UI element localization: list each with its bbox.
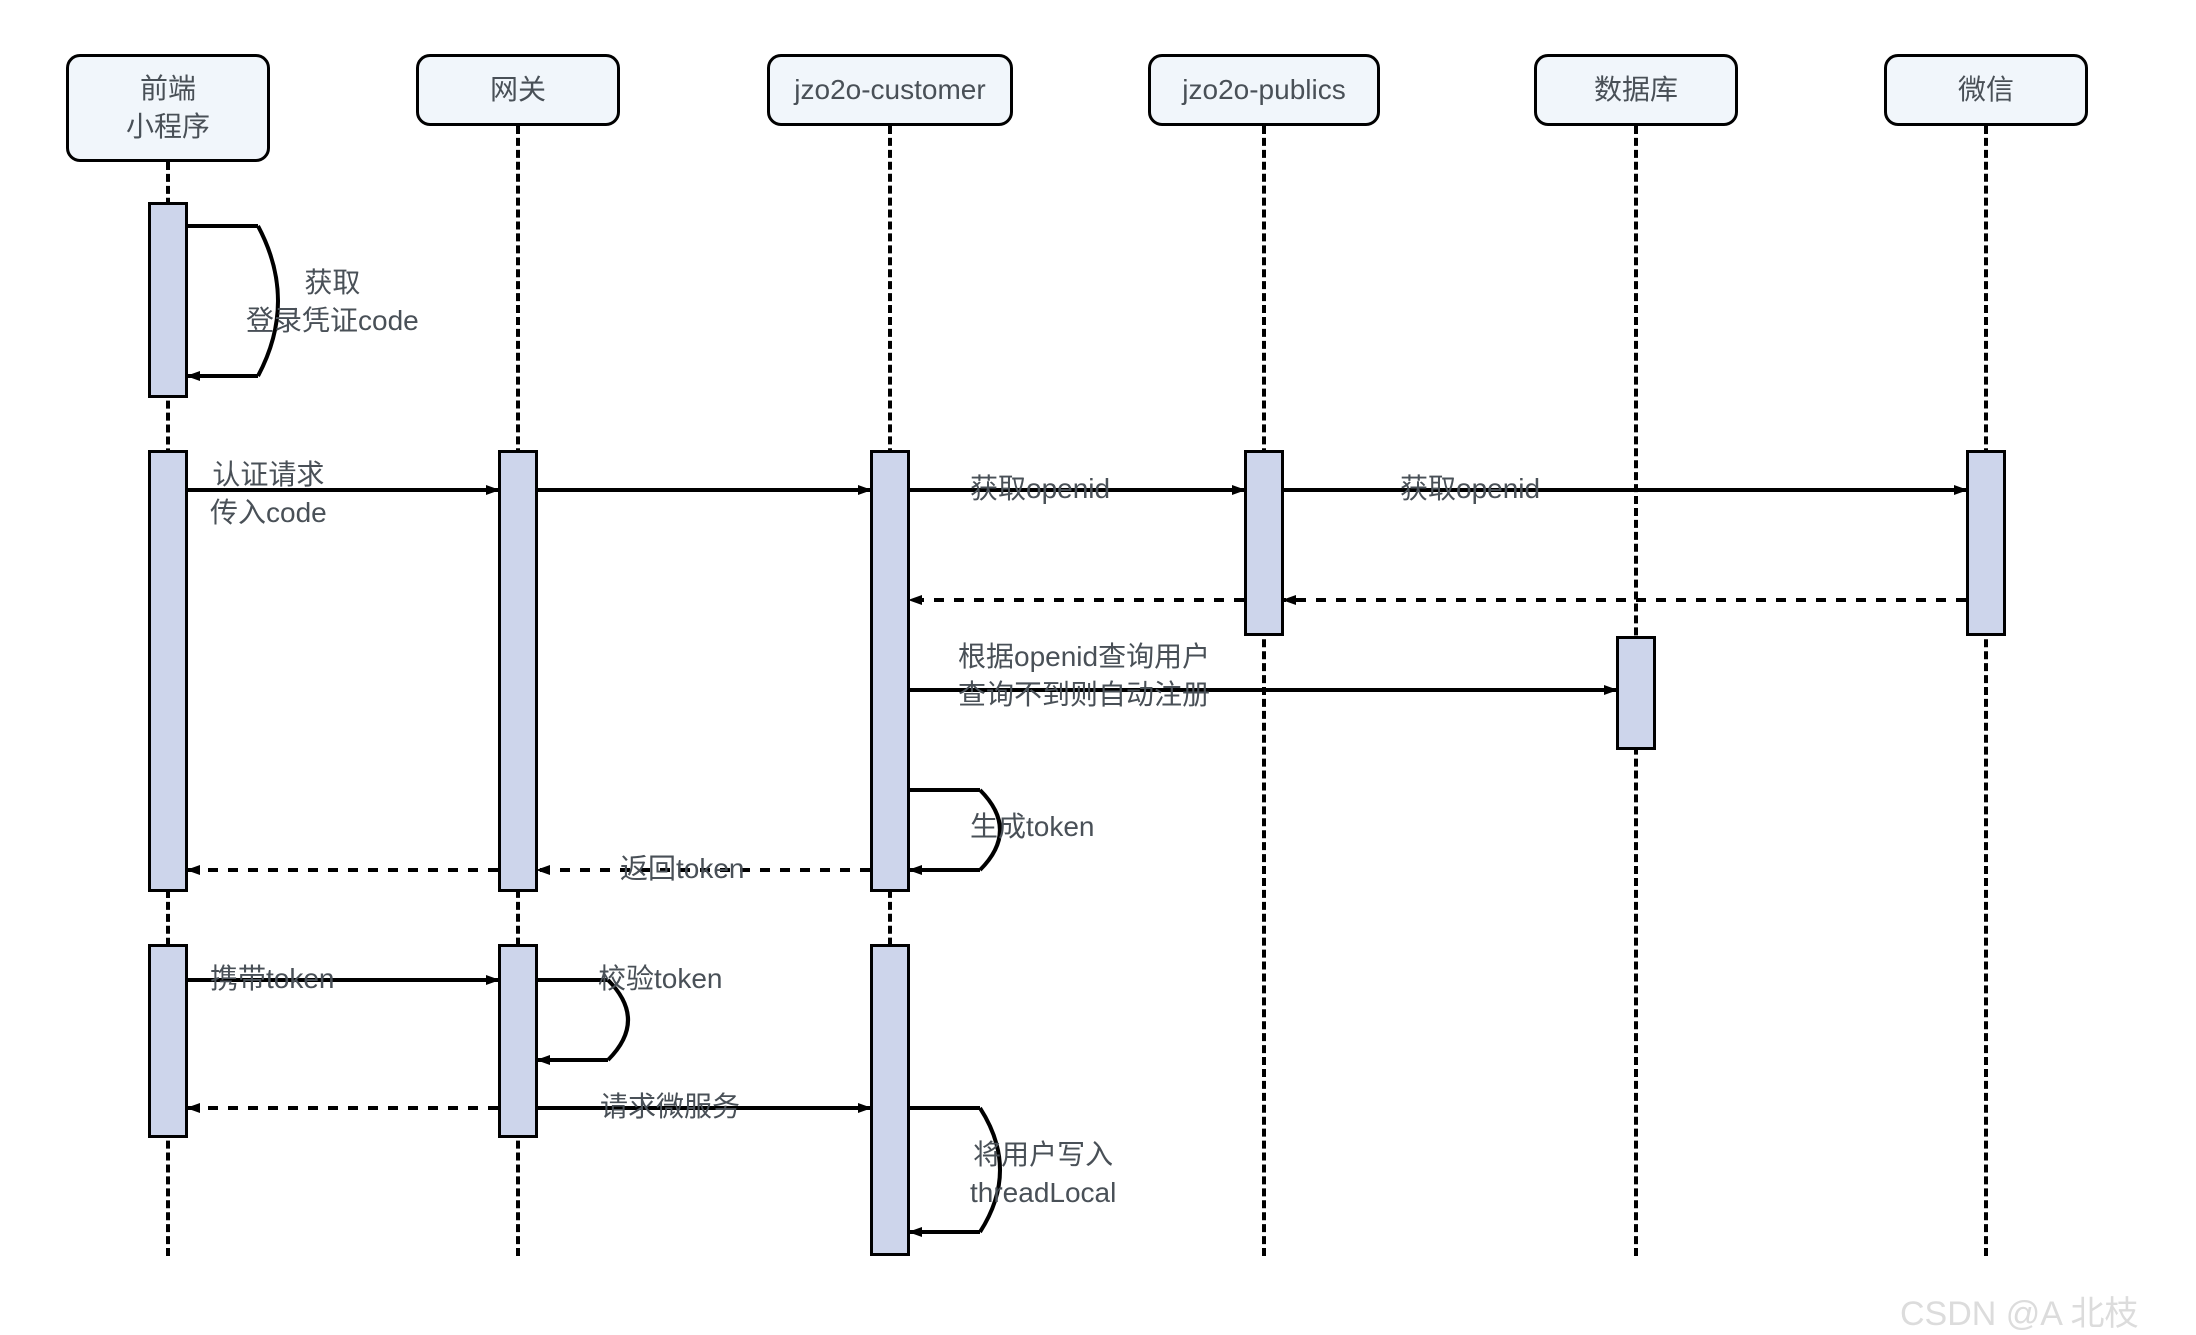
activation-wechat-5 <box>1966 450 2006 636</box>
msg-label-8: 生成token <box>970 808 1095 846</box>
activation-gateway-8 <box>498 944 538 1138</box>
activation-frontend-0 <box>148 202 188 398</box>
lifeline-publics <box>1262 126 1266 1256</box>
msg-label-3: 获取openid <box>970 470 1110 508</box>
watermark: CSDN @A 北枝 <box>1900 1286 2139 1335</box>
participant-customer: jzo2o-customer <box>767 54 1013 126</box>
activation-db-6 <box>1616 636 1656 750</box>
participant-db: 数据库 <box>1534 54 1738 126</box>
participant-publics: jzo2o-publics <box>1148 54 1380 126</box>
msg-label-1: 认证请求 传入code <box>210 456 327 532</box>
msg-label-11: 携带token <box>210 960 335 998</box>
activation-customer-3 <box>870 450 910 892</box>
msg-label-9: 返回token <box>620 850 745 888</box>
msg-label-4: 获取openid <box>1400 470 1540 508</box>
activation-customer-9 <box>870 944 910 1256</box>
participant-wechat: 微信 <box>1884 54 2088 126</box>
msg-label-12: 校验token <box>598 960 723 998</box>
lifeline-wechat <box>1984 126 1988 1256</box>
participant-frontend: 前端 小程序 <box>66 54 270 162</box>
activation-frontend-1 <box>148 450 188 892</box>
activation-frontend-7 <box>148 944 188 1138</box>
participant-gateway: 网关 <box>416 54 620 126</box>
activation-gateway-2 <box>498 450 538 892</box>
msg-label-7: 根据openid查询用户 查询不到则自动注册 <box>958 638 1210 714</box>
msg-label-15: 将用户写入 threadLocal <box>970 1136 1116 1212</box>
msg-label-0: 获取 登录凭证code <box>246 264 419 340</box>
activation-publics-4 <box>1244 450 1284 636</box>
msg-label-13: 请求微服务 <box>600 1088 740 1126</box>
sequence-diagram: 前端 小程序 网关 jzo2o-customer jzo2o-publics 数据库 微信… <box>0 0 2196 1332</box>
